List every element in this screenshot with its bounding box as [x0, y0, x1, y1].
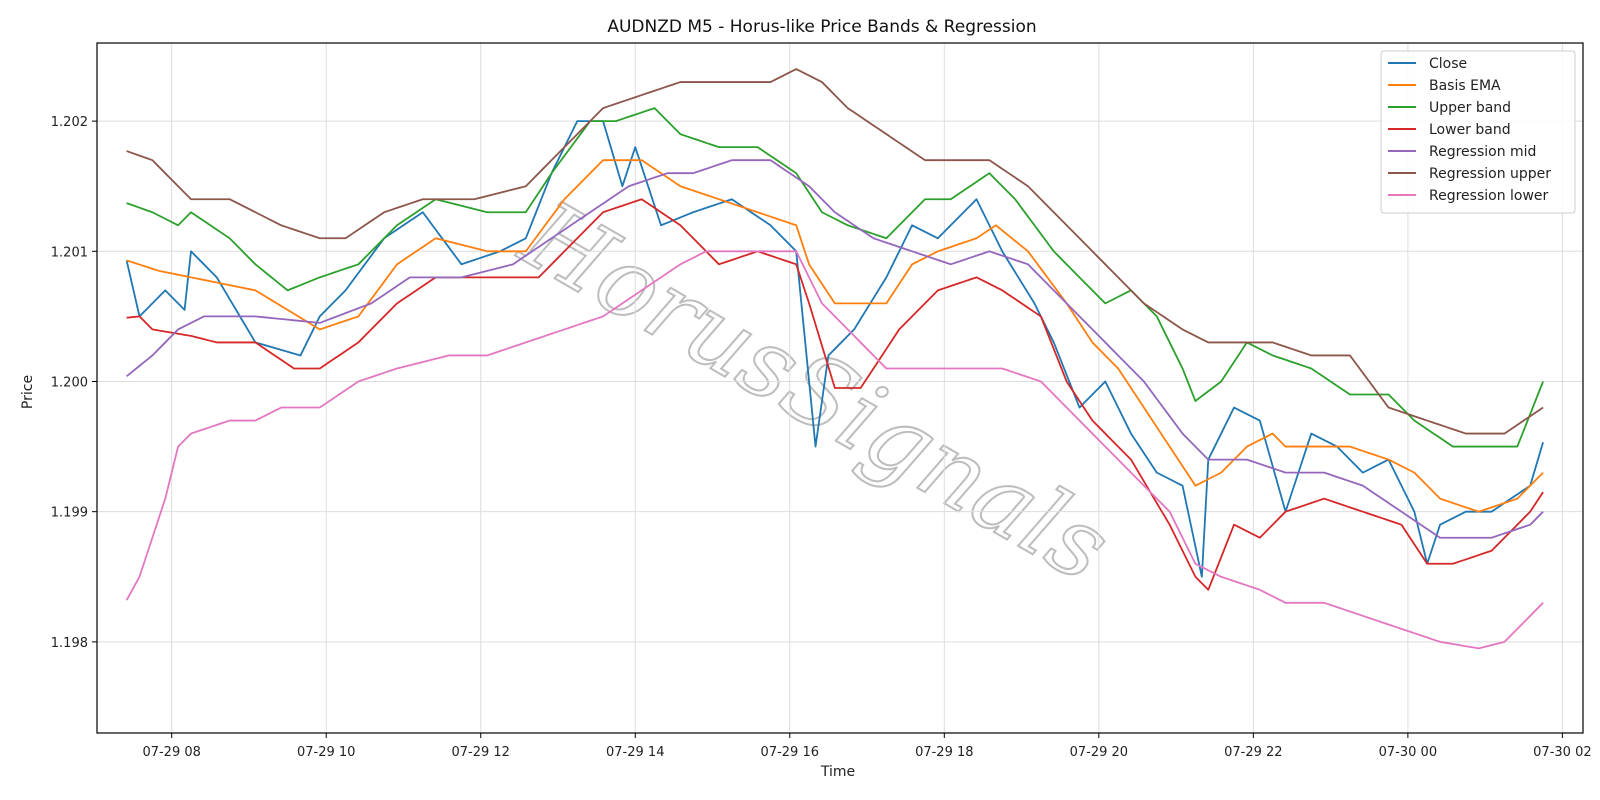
x-axis-title: Time	[820, 764, 855, 780]
x-tick-label: 07-29 14	[606, 745, 664, 760]
legend-label: Close	[1429, 56, 1467, 72]
series-line-4	[126, 159, 1544, 539]
legend-label: Basis EMA	[1429, 78, 1501, 94]
x-tick-label: 07-29 20	[1070, 745, 1128, 760]
x-tick-label: 07-29 12	[452, 745, 510, 760]
plot-area-frame	[96, 42, 1584, 734]
y-tick-label: 1.201	[51, 245, 88, 260]
x-tick-label: 07-29 16	[761, 745, 819, 760]
x-tick-label: 07-29 18	[915, 745, 973, 760]
series-line-1	[126, 159, 1544, 513]
series-lines	[125, 68, 1544, 650]
series-line-6	[125, 250, 1544, 650]
legend-label: Regression lower	[1429, 188, 1549, 204]
x-tick-label: 07-29 08	[142, 745, 200, 760]
series-line-2	[126, 107, 1544, 448]
legend-label: Lower band	[1429, 122, 1511, 138]
y-tick-label: 1.199	[51, 506, 88, 521]
series-line-5	[126, 68, 1544, 435]
legend: Close Basis EMA Upper band Lower band Regres…	[1380, 50, 1576, 214]
x-tick-label: 07-29 22	[1224, 745, 1282, 760]
y-tick-label: 1.198	[51, 636, 88, 651]
legend-box	[1380, 50, 1576, 214]
x-axis-ticks: 07-29 08 07-29 10 07-29 12 07-29 14 07-29 16…	[142, 733, 1592, 760]
x-tick-label: 07-29 10	[297, 745, 355, 760]
legend-label: Upper band	[1429, 100, 1511, 116]
x-tick-label: 07-30 02	[1533, 745, 1591, 760]
y-axis-title: Price	[20, 375, 36, 409]
legend-label: Regression upper	[1429, 166, 1551, 182]
legend-label: Regression mid	[1429, 144, 1536, 160]
y-axis-ticks: 1.198 1.199 1.200 1.201 1.202	[51, 115, 97, 651]
x-tick-label: 07-30 00	[1379, 745, 1437, 760]
chart-title: AUDNZD M5 - Horus-like Price Bands & Reg…	[607, 17, 1036, 37]
y-tick-label: 1.200	[51, 375, 88, 390]
y-tick-label: 1.202	[51, 115, 88, 130]
series-line-3	[126, 198, 1544, 591]
